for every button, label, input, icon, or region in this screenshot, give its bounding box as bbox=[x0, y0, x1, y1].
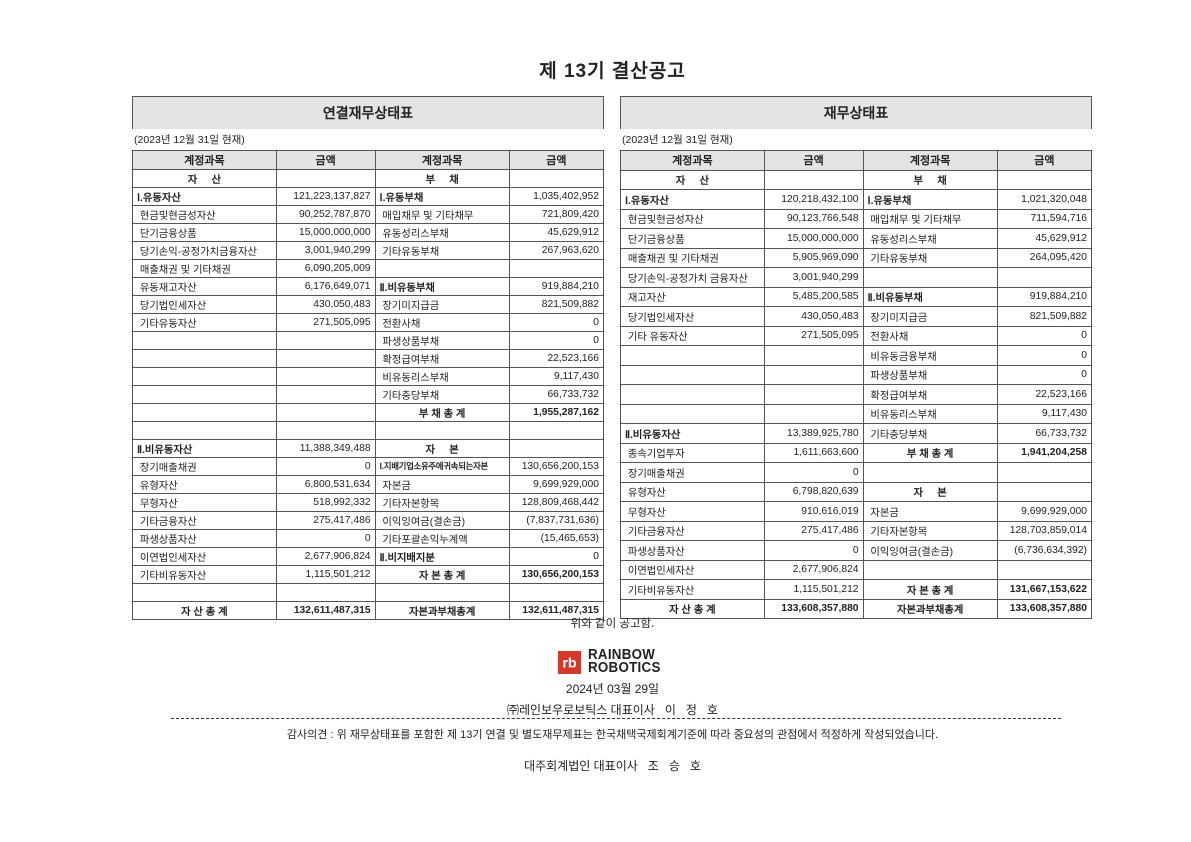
svg-text:rb: rb bbox=[562, 655, 577, 671]
